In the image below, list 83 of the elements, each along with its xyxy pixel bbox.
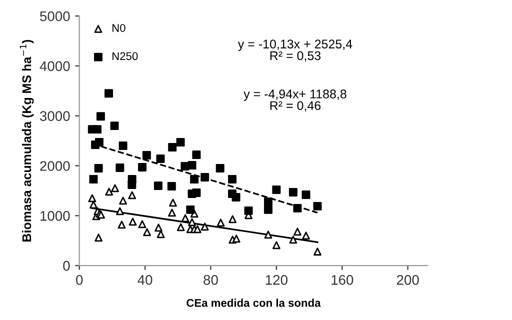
point [156, 154, 165, 164]
x-tick-label: 200 [396, 274, 419, 285]
point [105, 188, 114, 196]
point [190, 175, 199, 184]
legend-label: N250 [112, 52, 138, 60]
point [244, 206, 253, 215]
point [118, 142, 128, 150]
point [154, 181, 162, 190]
point [168, 208, 176, 217]
point [193, 225, 202, 234]
point [138, 220, 146, 228]
point [200, 222, 209, 231]
point [116, 164, 124, 172]
point [293, 204, 302, 212]
point [302, 190, 310, 199]
point [289, 236, 298, 244]
point [272, 241, 280, 250]
point [272, 185, 281, 194]
point [128, 218, 137, 226]
x-tick-label: 0 [76, 274, 83, 285]
x-tick-label: 120 [266, 274, 288, 285]
point [168, 143, 177, 152]
point [94, 138, 104, 147]
point [118, 220, 126, 229]
point [94, 234, 103, 242]
point [128, 191, 136, 200]
point [88, 194, 96, 202]
point [138, 163, 146, 172]
point [94, 164, 103, 172]
point [188, 161, 196, 170]
point [110, 122, 119, 130]
point [181, 214, 190, 222]
point [156, 230, 165, 238]
point [302, 232, 310, 240]
point [228, 215, 237, 224]
point [264, 230, 272, 239]
y-tick-label: 1000 [40, 211, 70, 221]
point [188, 218, 196, 226]
y-tick-label: 5000 [40, 11, 70, 22]
point [93, 125, 102, 134]
point [314, 248, 322, 256]
legend-label: N0 [112, 24, 126, 32]
y-tick-label: 2000 [40, 161, 70, 171]
point [313, 202, 322, 210]
point [142, 151, 151, 160]
point [216, 164, 224, 172]
x-tick-label: 80 [204, 274, 218, 285]
point [169, 198, 177, 207]
y-axis-title: Biomasa acumulada (Kg MS ha$^{−1}$) [20, 40, 34, 242]
x-tick-label: 160 [332, 274, 354, 285]
y-tick-label: 3000 [40, 111, 70, 122]
annotation: y = -4,94x+ 1188,8 R² = 0,46 [244, 90, 346, 112]
y-tick-label: 0 [63, 260, 70, 271]
point [119, 196, 127, 205]
point [104, 89, 113, 98]
point [176, 223, 185, 232]
point [143, 228, 151, 236]
annotation: y = -10,13x + 2525,4 R² = 0,53 [238, 40, 352, 62]
point [228, 175, 236, 184]
point [167, 182, 176, 190]
point [186, 205, 195, 214]
point [90, 200, 98, 209]
x-axis-title: CEa medida con la sonda [186, 298, 321, 307]
point [96, 112, 105, 121]
point [264, 205, 272, 214]
y-tick-label: 4000 [40, 61, 70, 72]
x-tick-label: 40 [138, 274, 152, 285]
point [111, 184, 119, 192]
point [232, 234, 240, 243]
point [264, 197, 272, 206]
point [89, 175, 98, 184]
point [154, 224, 162, 232]
point [192, 150, 201, 160]
point [192, 188, 201, 197]
point [128, 180, 136, 189]
point [200, 173, 210, 182]
point [180, 162, 190, 170]
point [288, 188, 298, 196]
point [116, 207, 124, 216]
point [176, 138, 185, 147]
point [232, 192, 240, 202]
point [216, 218, 225, 227]
point [294, 228, 302, 236]
